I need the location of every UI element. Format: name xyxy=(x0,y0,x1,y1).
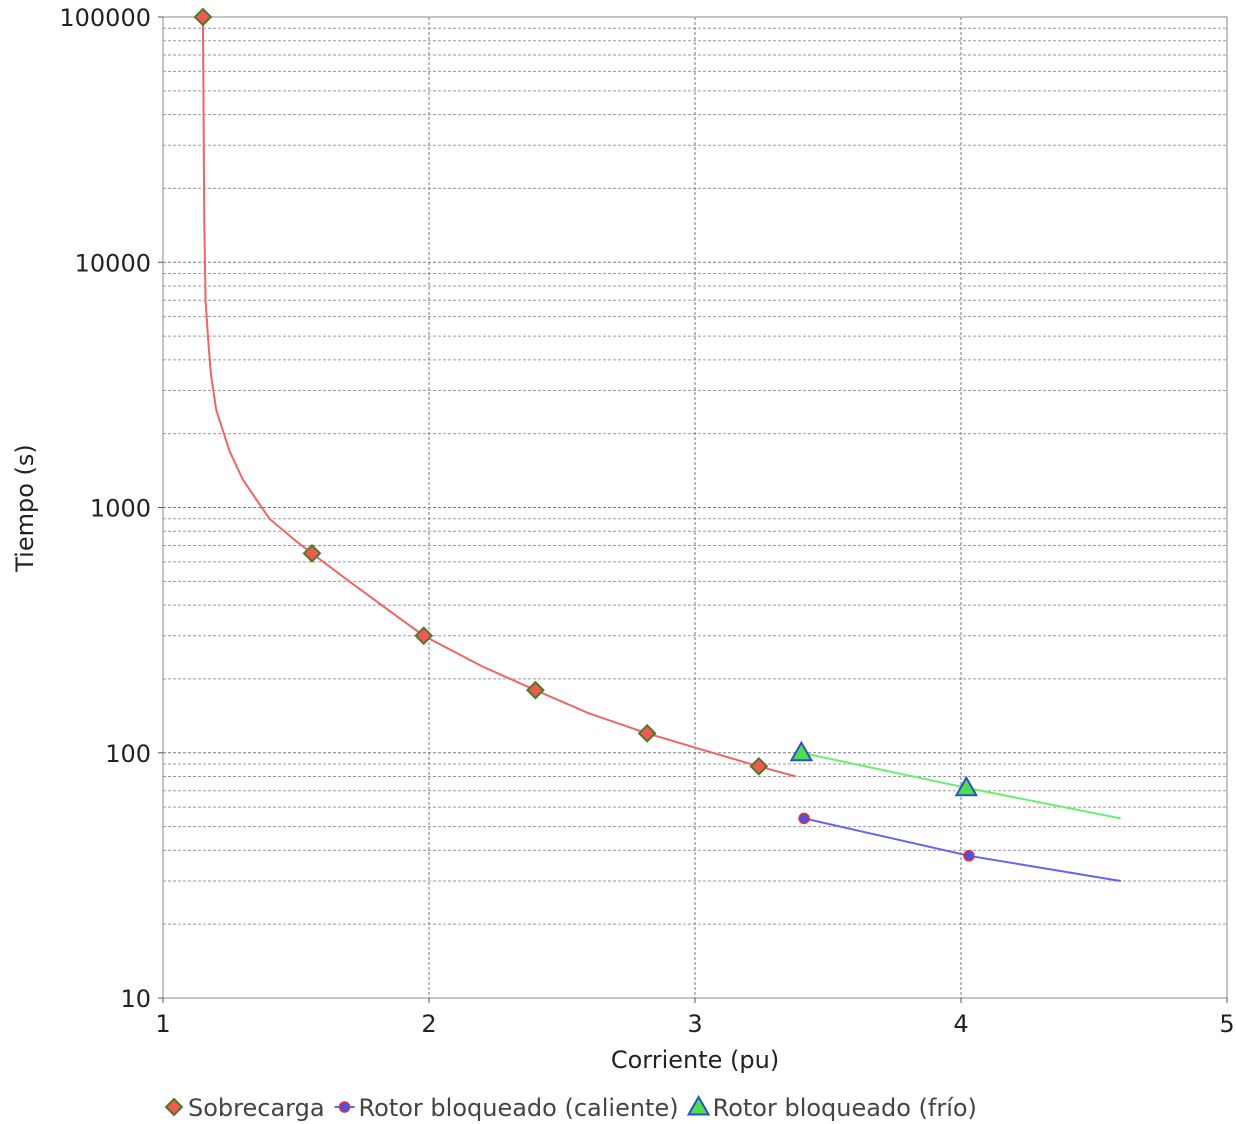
data-point xyxy=(749,756,769,776)
legend-item-1: Sobrecarga xyxy=(164,1094,325,1122)
y-tick-label: 100 xyxy=(105,740,151,768)
data-point xyxy=(954,775,979,797)
data-point xyxy=(963,850,975,862)
x-tick-label: 2 xyxy=(421,1010,436,1038)
x-tick-label: 5 xyxy=(1219,1010,1234,1038)
x-tick-label: 1 xyxy=(155,1010,170,1038)
legend-item-2: Rotor bloqueado (caliente) xyxy=(334,1094,679,1122)
x-tick-label: 3 xyxy=(687,1010,702,1038)
x-axis-ticks: 1 2 3 4 5 xyxy=(155,998,1235,1038)
x-tick-label: 4 xyxy=(953,1010,968,1038)
legend-marker xyxy=(164,1097,184,1117)
legend-label: Sobrecarga xyxy=(188,1094,325,1122)
series-line xyxy=(201,16,797,778)
data-point xyxy=(414,626,434,646)
x-axis-title: Corriente (pu) xyxy=(611,1046,779,1074)
series-1 xyxy=(193,7,797,778)
y-tick-label: 10 xyxy=(120,985,151,1013)
y-tick-label: 1000 xyxy=(90,495,151,523)
series-3 xyxy=(789,740,1121,820)
legend: Sobrecarga Rotor bloqueado (caliente) Roto… xyxy=(164,1094,977,1122)
data-point xyxy=(302,543,322,563)
legend-label: Rotor bloqueado (caliente) xyxy=(359,1094,679,1122)
y-axis-ticks: 10 100 1000 10000 100000 xyxy=(59,4,163,1013)
series-2 xyxy=(798,812,1121,882)
legend-marker xyxy=(686,1094,711,1116)
series-layer xyxy=(193,7,1121,882)
legend-label: Rotor bloqueado (frío) xyxy=(713,1094,977,1122)
legend-item-3: Rotor bloqueado (frío) xyxy=(686,1094,977,1122)
grid-minor xyxy=(163,27,1227,925)
data-point xyxy=(193,7,213,27)
data-point xyxy=(525,680,545,700)
y-tick-label: 10000 xyxy=(75,249,151,277)
data-point xyxy=(798,812,810,825)
legend-marker xyxy=(338,1101,351,1113)
y-axis-title: Tiempo (s) xyxy=(11,444,39,573)
data-point xyxy=(637,723,657,743)
y-tick-label: 100000 xyxy=(59,4,151,32)
data-point xyxy=(789,740,814,762)
